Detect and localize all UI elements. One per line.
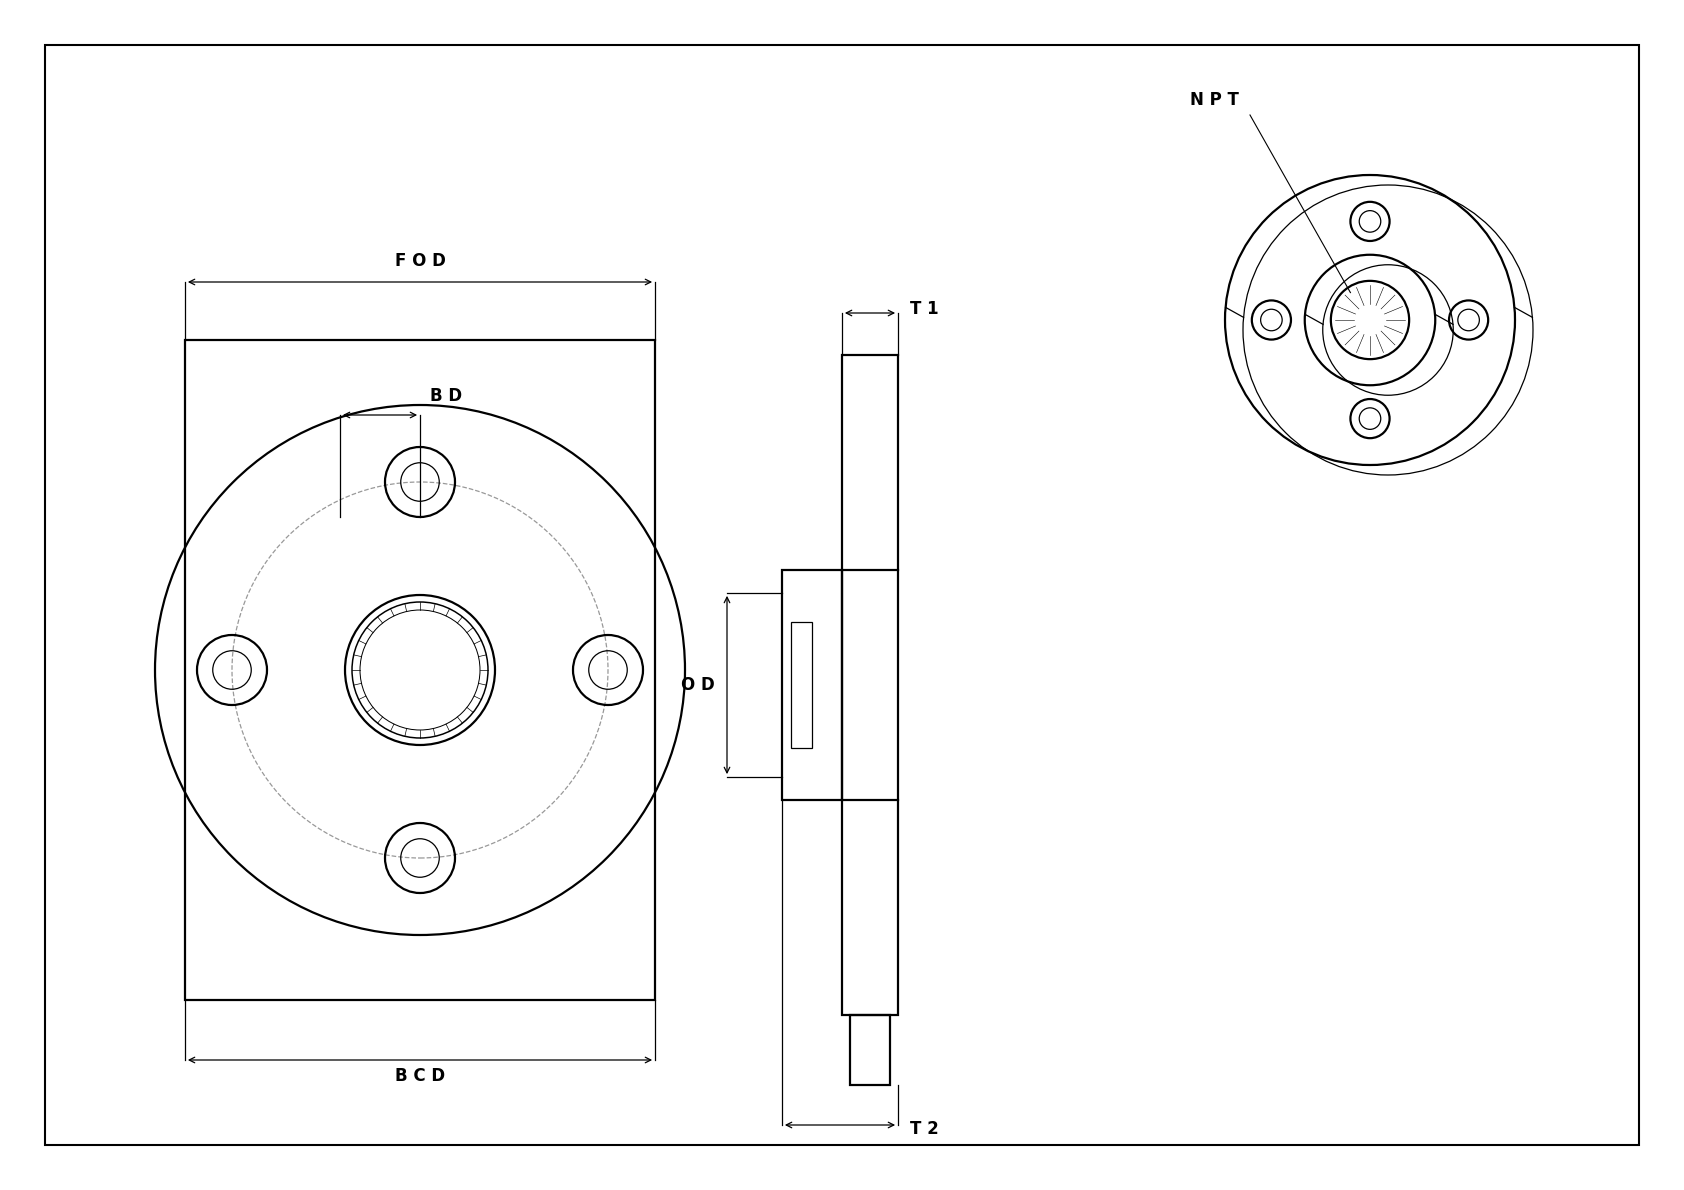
Text: N P T: N P T bbox=[1191, 90, 1239, 109]
Text: B C D: B C D bbox=[396, 1067, 445, 1085]
Text: F O D: F O D bbox=[394, 252, 446, 270]
Text: T 1: T 1 bbox=[909, 300, 938, 318]
Text: O D: O D bbox=[682, 676, 716, 694]
Text: T 2: T 2 bbox=[909, 1120, 938, 1138]
Text: B D: B D bbox=[429, 387, 461, 405]
